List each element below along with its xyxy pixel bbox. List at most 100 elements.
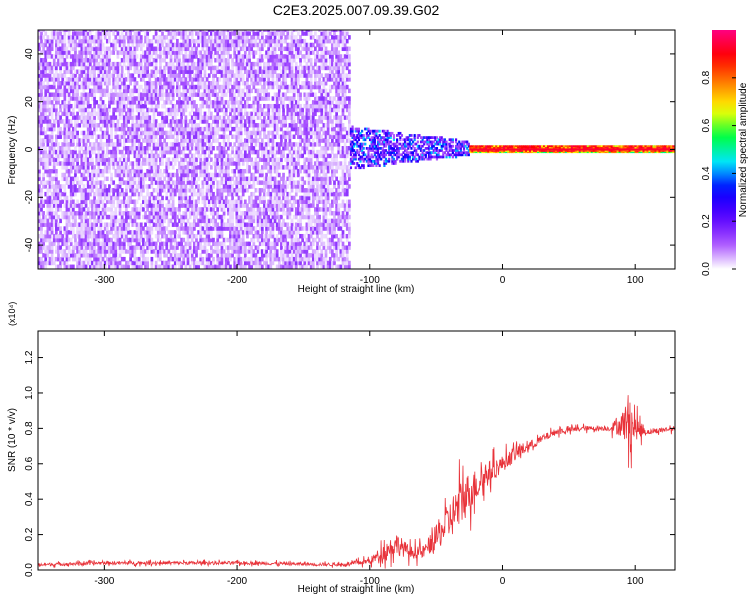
spectrogram-cell bbox=[88, 214, 92, 220]
spectrogram-cell bbox=[239, 69, 243, 74]
spectrogram-cell bbox=[188, 58, 192, 63]
spectrogram-cell bbox=[167, 165, 171, 170]
spectrogram-cell bbox=[103, 130, 107, 136]
spectrogram-cell bbox=[120, 211, 124, 216]
spectrogram-cell bbox=[71, 58, 75, 63]
spectrogram-cell bbox=[184, 222, 188, 227]
spectrogram-cell bbox=[99, 35, 103, 40]
spectrogram-cell bbox=[133, 77, 137, 82]
spectrogram-cell bbox=[103, 31, 107, 36]
spectrogram-cell bbox=[42, 146, 45, 151]
spectrogram-cell bbox=[154, 30, 158, 32]
spectrogram-cell bbox=[103, 111, 107, 117]
spectrogram-cell bbox=[59, 115, 62, 120]
spectrogram-cell bbox=[188, 142, 192, 147]
spectrogram-cell bbox=[105, 30, 109, 32]
spectrogram-cell bbox=[80, 260, 84, 266]
spectrogram-cell bbox=[197, 88, 200, 94]
spectrogram-cell bbox=[176, 153, 179, 159]
spectrogram-cell bbox=[118, 134, 122, 139]
spectrogram-cell bbox=[74, 256, 77, 262]
spectrogram-cell bbox=[118, 50, 122, 55]
spectrogram-cell bbox=[133, 88, 137, 94]
spectrogram-cell bbox=[59, 65, 62, 71]
spectrogram-cell bbox=[237, 54, 241, 59]
spectrogram-cell bbox=[97, 172, 101, 178]
spectrogram-cell bbox=[182, 96, 186, 101]
spectrogram-cell bbox=[44, 184, 48, 189]
spectrogram-cell bbox=[220, 153, 224, 159]
spectrogram-cell bbox=[38, 165, 41, 170]
spectrogram-cell bbox=[156, 188, 160, 193]
spectrogram-cell bbox=[218, 165, 222, 170]
spectrogram-cell bbox=[76, 96, 79, 101]
spectrogram-cell bbox=[152, 73, 156, 78]
spectrogram-cell bbox=[188, 230, 192, 235]
spectrogram-cell bbox=[193, 130, 196, 136]
spectrogram-cell bbox=[154, 81, 158, 86]
spectrogram-cell bbox=[48, 134, 52, 139]
spectrogram-cell bbox=[95, 157, 99, 162]
spectrogram-cell bbox=[176, 130, 179, 136]
spectrogram-cell bbox=[88, 260, 92, 266]
spectrogram-cell bbox=[243, 54, 247, 59]
spectrogram-cell bbox=[152, 123, 156, 128]
spectrogram-cell bbox=[184, 241, 188, 247]
spectrogram-cell bbox=[67, 130, 71, 136]
spectrogram-cell bbox=[135, 172, 139, 178]
spectrogram-cell bbox=[125, 161, 128, 166]
spectrogram-cell bbox=[233, 168, 237, 174]
spectrogram-cell bbox=[252, 61, 256, 67]
spectrogram-cell bbox=[38, 84, 41, 90]
spectrogram-cell bbox=[161, 146, 164, 151]
spectrogram-cell bbox=[161, 30, 164, 32]
spectrogram-cell bbox=[216, 126, 220, 132]
spectrogram-cell bbox=[167, 50, 171, 55]
spectrogram-cell bbox=[74, 69, 77, 74]
spectrogram-cell bbox=[207, 172, 211, 178]
spectrogram-cell bbox=[139, 69, 143, 74]
spectrogram-cell bbox=[118, 77, 122, 82]
spectrogram-cell bbox=[214, 100, 217, 105]
spectrogram-cell bbox=[59, 149, 62, 155]
spectrogram-cell bbox=[137, 31, 141, 36]
spectrogram-cell bbox=[63, 214, 67, 220]
spectrogram-cell bbox=[76, 226, 79, 231]
spectrogram-cell bbox=[195, 103, 198, 109]
spectrogram-cell bbox=[199, 84, 203, 90]
spectrogram-cell bbox=[161, 96, 164, 101]
spectrogram-cell bbox=[40, 81, 43, 86]
spectrogram-cell bbox=[112, 84, 116, 90]
spectrogram-cell bbox=[226, 77, 230, 82]
spectrogram-cell bbox=[97, 81, 101, 86]
spectrogram-cell bbox=[44, 92, 48, 97]
spectrogram-cell bbox=[137, 157, 141, 162]
spectrogram-cell bbox=[239, 119, 243, 124]
spectrogram-cell bbox=[125, 149, 128, 155]
spectrogram-cell bbox=[76, 161, 79, 166]
spectrogram-cell bbox=[248, 69, 251, 74]
spectrogram-cell bbox=[195, 65, 198, 71]
spectrogram-cell bbox=[142, 249, 145, 254]
spectrogram-cell bbox=[120, 176, 124, 182]
spectrogram-cell bbox=[38, 92, 41, 97]
spectrogram-cell bbox=[122, 172, 126, 178]
spectrogram-cell bbox=[40, 111, 43, 117]
spectrogram-cell bbox=[165, 184, 169, 189]
spectrogram-cell bbox=[38, 35, 41, 40]
spectrogram-cell bbox=[150, 149, 154, 155]
spectrogram-cell bbox=[63, 260, 67, 266]
spectrogram-cell bbox=[78, 54, 82, 59]
spectrogram-cell bbox=[199, 138, 203, 143]
spectrogram-cell bbox=[146, 88, 150, 94]
spectrogram-cell bbox=[209, 176, 213, 182]
spectrogram-cell bbox=[95, 260, 99, 266]
spectrogram-cell bbox=[246, 119, 249, 124]
spectrogram-cell bbox=[214, 176, 217, 182]
spectrogram-cell bbox=[246, 207, 249, 212]
spectrogram-cell bbox=[237, 81, 241, 86]
spectrogram-cell bbox=[212, 203, 215, 208]
spectrogram-cell bbox=[209, 188, 213, 193]
spectrogram-cell bbox=[84, 50, 88, 55]
spectrogram-cell bbox=[135, 130, 139, 136]
